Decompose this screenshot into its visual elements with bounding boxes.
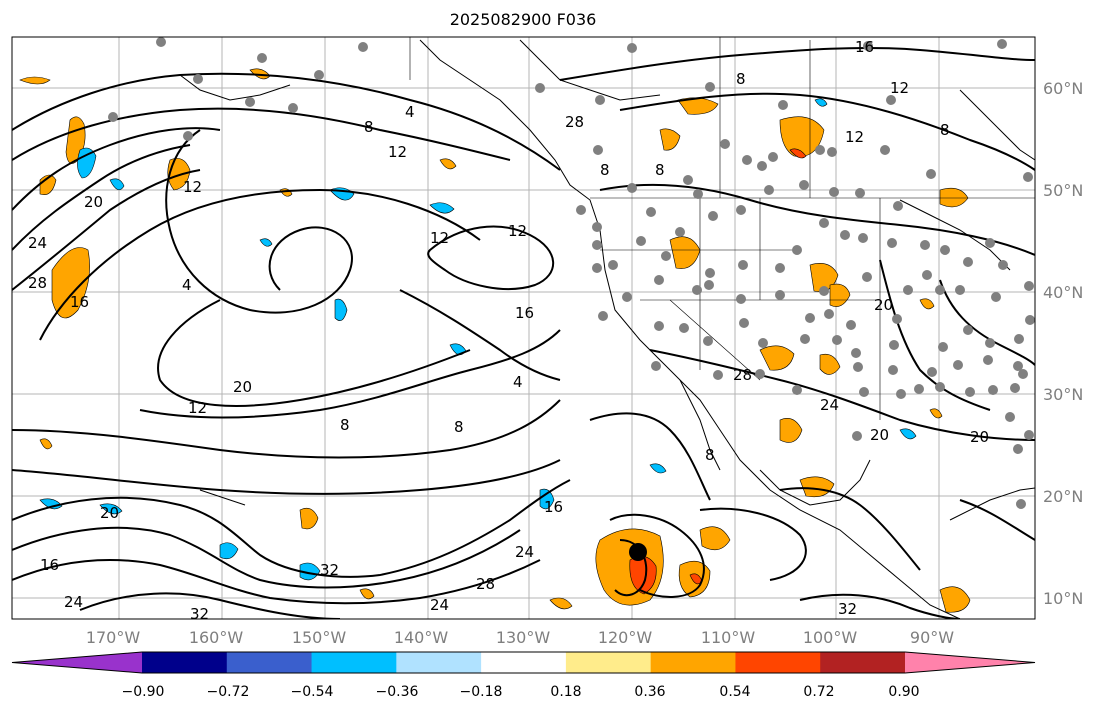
contour-label: 12 xyxy=(188,399,207,417)
contour-label: 20 xyxy=(84,193,103,211)
lat-label: 10°N xyxy=(1043,589,1083,608)
contour-label: 12 xyxy=(388,143,407,161)
contour-label: 20 xyxy=(100,504,119,522)
contour-label: 8 xyxy=(600,161,610,179)
map-frame xyxy=(11,36,1036,620)
contour-label: 32 xyxy=(838,600,857,618)
contour-label: 4 xyxy=(405,103,415,121)
contour-label: 4 xyxy=(182,276,192,294)
contour-label: 8 xyxy=(364,118,374,136)
contour-label: 24 xyxy=(28,234,47,252)
contour-label: 8 xyxy=(705,446,715,464)
colorbar-tick-label: −0.36 xyxy=(376,684,419,700)
colorbar-tick-label: −0.90 xyxy=(122,684,165,700)
contour-label: 12 xyxy=(890,79,909,97)
contour-label: 20 xyxy=(970,428,989,446)
colorbar-segment xyxy=(735,652,821,673)
lat-label: 20°N xyxy=(1043,487,1083,506)
political-borders xyxy=(409,37,1035,420)
contour-label: 28 xyxy=(565,113,584,131)
colorbar-segment xyxy=(565,652,652,673)
contour-label: 16 xyxy=(70,293,89,311)
negative-shading xyxy=(39,98,917,581)
contour-label: 20 xyxy=(233,378,252,396)
contour-value-labels: 4 8 12 12 12 16 12 20 24 28 16 4 20 12 8… xyxy=(28,38,989,623)
contour-label: 16 xyxy=(544,498,563,516)
colorbar-tick-labels: −0.90 −0.72 −0.54 −0.36 −0.18 0.18 0.36 … xyxy=(122,684,920,700)
contour-label: 20 xyxy=(874,296,893,314)
contour-label: 32 xyxy=(190,605,209,623)
lat-label: 50°N xyxy=(1043,181,1083,200)
contour-label: 28 xyxy=(733,366,752,384)
storm-center-marker xyxy=(629,543,647,561)
lon-label: 140°W xyxy=(394,628,449,647)
contour-label: 28 xyxy=(28,274,47,292)
colorbar xyxy=(11,651,1036,674)
lon-label: 90°W xyxy=(910,628,954,647)
latitude-labels: 60°N 50°N 40°N 30°N 20°N 10°N xyxy=(1043,79,1083,608)
contour-label: 16 xyxy=(40,556,59,574)
colorbar-tick-label: −0.72 xyxy=(207,684,250,700)
contour-lines xyxy=(12,46,1035,619)
lat-label: 30°N xyxy=(1043,385,1083,404)
coastlines xyxy=(179,39,1035,619)
colorbar-outline xyxy=(11,651,1036,674)
colorbar-segment xyxy=(820,652,906,673)
lon-label: 160°W xyxy=(189,628,244,647)
colorbar-segment xyxy=(396,652,482,673)
contour-label: 12 xyxy=(430,229,449,247)
colorbar-segment xyxy=(226,652,313,673)
contour-label: 24 xyxy=(430,596,449,614)
contour-label: 8 xyxy=(454,418,464,436)
contour-label: 16 xyxy=(855,38,874,56)
contour-label: 12 xyxy=(508,222,527,240)
lat-label: 60°N xyxy=(1043,79,1083,98)
colorbar-segment xyxy=(142,652,228,673)
colorbar-extend-high xyxy=(905,652,1035,673)
colorbar-tick-label: 0.54 xyxy=(719,684,750,700)
colorbar-extend-low xyxy=(12,652,142,673)
colorbar-segment xyxy=(650,652,736,673)
contour-label: 4 xyxy=(513,373,523,391)
colorbar-tick-label: 0.72 xyxy=(803,684,834,700)
colorbar-tick-label: 0.36 xyxy=(634,684,665,700)
colorbar-tick-label: 0.18 xyxy=(550,684,581,700)
colorbar-segment xyxy=(311,652,397,673)
contour-label: 8 xyxy=(655,161,665,179)
contour-label: 28 xyxy=(476,575,495,593)
lon-label: 110°W xyxy=(701,628,756,647)
contour-label: 12 xyxy=(845,128,864,146)
map-title: 2025082900 F036 xyxy=(449,10,597,29)
lon-label: 170°W xyxy=(86,628,141,647)
contour-label: 8 xyxy=(340,416,350,434)
lat-label: 40°N xyxy=(1043,283,1083,302)
colorbar-segment xyxy=(481,652,567,673)
lon-label: 100°W xyxy=(803,628,858,647)
contour-label: 8 xyxy=(736,70,746,88)
colorbar-tick-label: −0.54 xyxy=(291,684,334,700)
longitude-labels: 170°W 160°W 150°W 140°W 130°W 120°W 110°… xyxy=(86,628,954,647)
contour-label: 24 xyxy=(820,396,839,414)
colorbar-tick-label: −0.18 xyxy=(460,684,503,700)
contour-label: 8 xyxy=(940,121,950,139)
contour-label: 24 xyxy=(515,543,534,561)
contour-label: 20 xyxy=(870,426,889,444)
lon-label: 150°W xyxy=(292,628,347,647)
station-markers xyxy=(108,37,1035,509)
lon-label: 130°W xyxy=(496,628,551,647)
colorbar-tick-label: 0.90 xyxy=(888,684,919,700)
contour-label: 32 xyxy=(320,561,339,579)
contour-label: 24 xyxy=(64,593,83,611)
contour-label: 16 xyxy=(515,304,534,322)
contour-label: 12 xyxy=(183,178,202,196)
lon-label: 120°W xyxy=(598,628,653,647)
